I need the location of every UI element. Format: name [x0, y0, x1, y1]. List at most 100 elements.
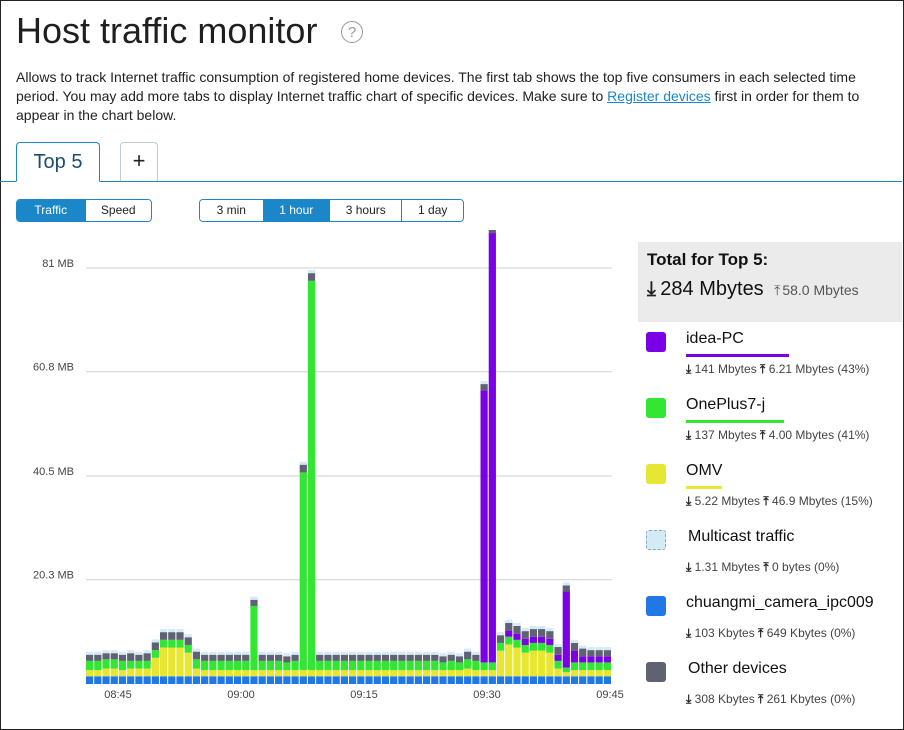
question-circle-icon[interactable]: ? — [341, 21, 363, 43]
bar-segment — [521, 644, 529, 653]
bar-segment — [398, 654, 406, 661]
range-1day-button[interactable]: 1 day — [401, 200, 463, 221]
legend-download: 141 Mbytes — [694, 362, 757, 376]
bar-segment — [176, 676, 184, 684]
bar-segment — [579, 670, 587, 677]
range-3min-button[interactable]: 3 min — [200, 200, 263, 221]
bar-segment — [357, 654, 365, 661]
y-tick-label: 81 MB — [42, 258, 74, 270]
bar-segment — [217, 676, 225, 684]
bar-segment — [562, 667, 570, 673]
bar-segment — [275, 651, 283, 655]
bar-segment — [316, 670, 324, 677]
bar-segment — [184, 637, 192, 645]
range-3hours-button[interactable]: 3 hours — [329, 200, 402, 221]
bar-segment — [192, 648, 201, 652]
bar-segment — [579, 656, 587, 663]
tab-top5[interactable]: Top 5 — [16, 142, 100, 182]
bar-segment — [258, 660, 266, 671]
bar-segment — [201, 676, 209, 684]
bar-segment — [324, 676, 332, 684]
legend-upload: 649 Kbytes (0%) — [766, 626, 856, 640]
bar-segment — [579, 648, 587, 657]
bar-segment — [299, 670, 307, 677]
legend-name: OMV — [686, 462, 723, 479]
bar-segment — [472, 670, 480, 677]
bar-segment — [496, 676, 505, 684]
bar-segment — [332, 660, 340, 671]
mode-toggle: Traffic Speed — [16, 199, 152, 222]
bar-segment — [118, 651, 127, 655]
bar-segment — [340, 651, 348, 655]
bar-segment — [201, 651, 209, 655]
bar-segment — [151, 639, 159, 643]
bar-segment — [455, 653, 464, 657]
bar-segment — [340, 670, 348, 677]
bar-segment — [480, 670, 488, 677]
bar-segment — [546, 676, 554, 684]
bar-segment — [357, 670, 365, 677]
bar-segment — [266, 676, 275, 684]
bar-segment — [538, 636, 546, 643]
bar-segment — [422, 651, 431, 655]
bar-segment — [603, 647, 611, 651]
bar-segment — [513, 625, 521, 634]
bar-segment — [554, 668, 562, 677]
bar-segment — [464, 668, 472, 677]
bar-segment — [242, 654, 250, 661]
bar-segment — [291, 660, 299, 671]
bar-segment — [307, 280, 316, 671]
bar-segment — [488, 670, 496, 677]
speed-button[interactable]: Speed — [84, 200, 151, 221]
bar-segment — [513, 633, 521, 640]
add-tab-button[interactable]: + — [120, 142, 158, 181]
description-text-end: first in order for them to appear in the… — [16, 88, 860, 123]
range-1hour-button[interactable]: 1 hour — [262, 200, 330, 221]
bar-segment — [201, 660, 209, 671]
bar-segment — [439, 676, 447, 684]
bar-segment — [102, 676, 110, 684]
bar-segment — [546, 628, 554, 632]
bar-segment — [275, 660, 283, 671]
x-tick-label: 09:15 — [350, 689, 378, 701]
bar-segment — [381, 651, 390, 655]
bar-segment — [258, 676, 266, 684]
bar-segment — [398, 676, 406, 684]
bar-segment — [431, 670, 439, 677]
bar-segment — [209, 654, 217, 661]
bar-segment — [521, 631, 529, 639]
bar-segment — [562, 582, 570, 586]
bar-segment — [242, 660, 250, 671]
bar-segment — [316, 654, 324, 661]
bar-segment — [365, 654, 373, 661]
bar-segment — [496, 635, 505, 643]
bar-segment — [110, 659, 118, 669]
bar-segment — [316, 651, 324, 655]
bar-segment — [151, 657, 159, 677]
bar-segment — [422, 654, 431, 661]
bar-segment — [579, 645, 587, 649]
bar-segment — [390, 660, 398, 671]
bar-segment — [242, 670, 250, 677]
bar-segment — [332, 670, 340, 677]
range-selector: 3 min 1 hour 3 hours 1 day — [199, 199, 464, 222]
bar-segment — [225, 660, 233, 671]
bar-segment — [546, 644, 554, 653]
bar-segment — [176, 639, 184, 648]
legend-name: Multicast traffic — [688, 528, 795, 545]
bar-segment — [307, 273, 316, 281]
legend-swatch — [646, 464, 666, 484]
bar-segment — [86, 654, 94, 661]
bar-segment — [439, 656, 447, 663]
traffic-button[interactable]: Traffic — [17, 200, 85, 221]
bar-segment — [554, 660, 562, 669]
bar-segment — [299, 472, 307, 671]
bar-segment — [431, 660, 439, 671]
bar-segment — [546, 638, 554, 645]
bar-segment — [86, 670, 94, 677]
bar-segment — [291, 676, 299, 684]
register-devices-link[interactable]: Register devices — [607, 88, 711, 104]
bar-segment — [406, 660, 414, 671]
bar-segment — [414, 651, 422, 655]
bar-segment — [357, 660, 365, 671]
